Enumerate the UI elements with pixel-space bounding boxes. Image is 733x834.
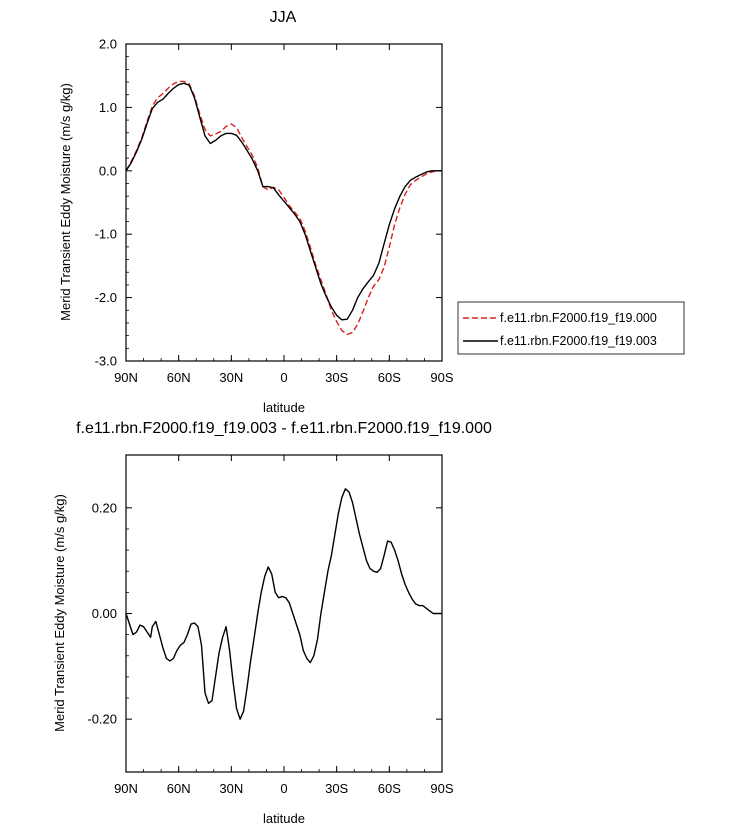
chart-top-y-ticks: 2.0 1.0 0.0 -1.0 -2.0 -3.0 (95, 37, 442, 369)
chart-top: JJA 2.0 1.0 0.0 -1.0 -2.0 -3.0 90N 60N 30N 0 30S 6… (58, 9, 685, 415)
y-tick-label: 0.00 (92, 606, 117, 621)
chart-bottom: f.e11.rbn.F2000.f19_f19.003 - f.e11.rbn.… (52, 420, 492, 826)
chart-top-series (125, 80, 442, 336)
chart-top-x-ticks: 90N 60N 30N 0 30S 60S 90S (114, 44, 454, 385)
legend-box (457, 301, 685, 355)
chart-top-y-axis-title: Merid Transient Eddy Moisture (m/s g/kg) (58, 83, 73, 321)
x-tick-label: 90N (114, 370, 138, 385)
chart-bottom-title: f.e11.rbn.F2000.f19_f19.003 - f.e11.rbn.… (76, 420, 492, 437)
y-tick-label: -0.20 (87, 712, 117, 727)
chart-bottom-x-axis-title: latitude (263, 811, 305, 826)
series-line-0-1 (125, 82, 442, 321)
x-tick-label: 90S (430, 370, 453, 385)
x-tick-label: 30S (325, 370, 348, 385)
x-tick-label: 60S (378, 370, 401, 385)
x-tick-label: 60N (167, 370, 191, 385)
x-tick-label: 30N (219, 781, 243, 796)
chart-bottom-x-ticks: 90N 60N 30N 0 30S 60S 90S (114, 455, 454, 796)
chart-bottom-series (125, 488, 442, 720)
chart-top-title: JJA (270, 9, 297, 26)
x-tick-label: 30N (219, 370, 243, 385)
chart-top-plot-frame (125, 43, 443, 362)
y-tick-label: -1.0 (95, 227, 117, 242)
chart-top-legend: f.e11.rbn.F2000.f19_f19.000 f.e11.rbn.F2… (457, 301, 685, 355)
y-tick-label: 0.0 (99, 163, 117, 178)
x-tick-label: 30S (325, 781, 348, 796)
legend-label-series-003: f.e11.rbn.F2000.f19_f19.003 (500, 334, 657, 348)
x-tick-label: 60N (167, 781, 191, 796)
y-tick-label: 0.20 (92, 500, 117, 515)
x-tick-label: 0 (280, 370, 287, 385)
x-tick-label: 60S (378, 781, 401, 796)
y-tick-label: 1.0 (99, 100, 117, 115)
x-tick-label: 90S (430, 781, 453, 796)
x-tick-label: 90N (114, 781, 138, 796)
chart-bottom-plot-frame (125, 454, 443, 773)
y-tick-label: 2.0 (99, 37, 117, 52)
x-tick-label: 0 (280, 781, 287, 796)
chart-bottom-y-ticks: 0.20 0.00 -0.20 (87, 500, 442, 727)
series-line-1-0 (125, 488, 442, 720)
chart-top-x-axis-title: latitude (263, 400, 305, 415)
chart-bottom-y-axis-title: Merid Transient Eddy Moisture (m/s g/kg) (52, 494, 67, 732)
y-tick-label: -3.0 (95, 354, 117, 369)
legend-label-series-000: f.e11.rbn.F2000.f19_f19.000 (500, 311, 657, 325)
series-line-0-0 (125, 80, 442, 336)
y-tick-label: -2.0 (95, 290, 117, 305)
